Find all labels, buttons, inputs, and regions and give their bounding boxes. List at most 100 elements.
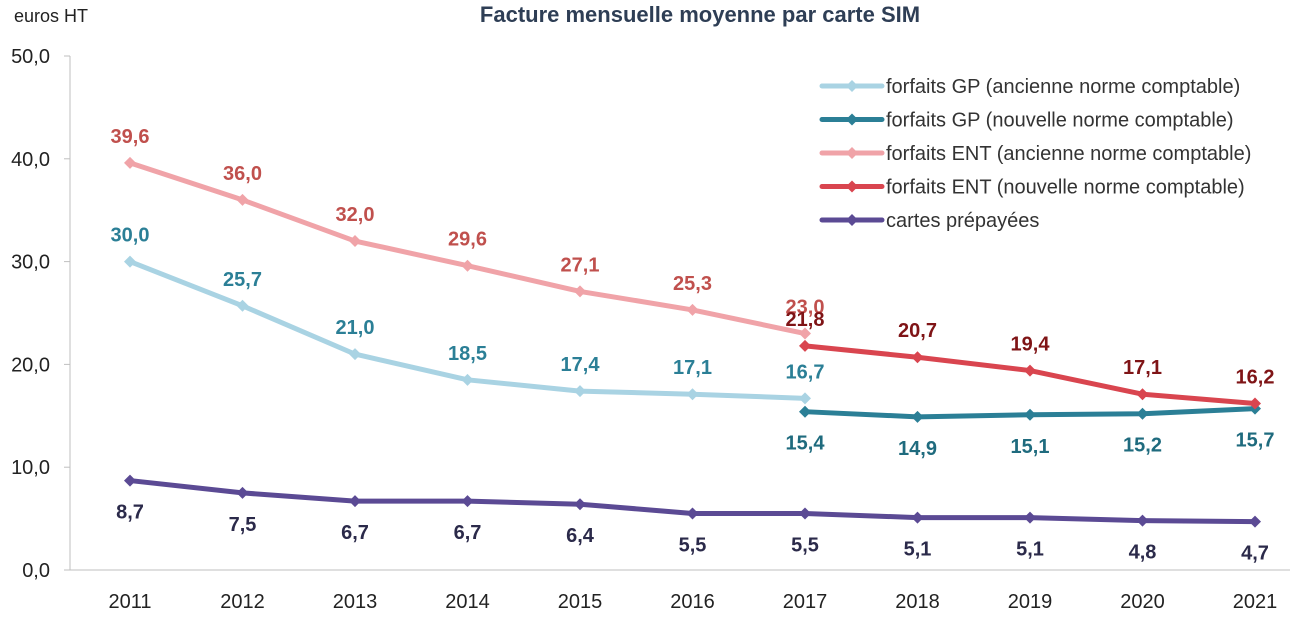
series-5 [124, 474, 1261, 528]
y-tick-label: 50,0 [11, 46, 50, 68]
data-label: 16,7 [786, 361, 825, 383]
x-tick-label: 2020 [1120, 591, 1165, 613]
x-tick-label: 2017 [783, 591, 828, 613]
data-point-marker [799, 339, 811, 352]
data-label: 4,8 [1129, 542, 1157, 564]
data-label: 5,1 [1016, 539, 1044, 561]
legend-item: cartes prépayées [819, 210, 1039, 232]
data-label: 17,1 [673, 357, 712, 379]
data-label: 25,7 [223, 269, 262, 291]
chart-title: Facture mensuelle moyenne par carte SIM [480, 2, 920, 27]
data-label: 6,4 [566, 525, 595, 547]
legend-item: forfaits ENT (nouvelle norme comptable) [819, 177, 1245, 199]
data-label: 5,1 [904, 539, 932, 561]
data-label: 5,5 [679, 534, 707, 556]
data-point-marker [799, 327, 811, 340]
legend-marker [846, 180, 858, 193]
legend-marker [846, 214, 858, 226]
series-1 [124, 255, 811, 405]
series-3 [124, 156, 811, 340]
data-point-marker [236, 193, 249, 206]
x-tick-label: 2021 [1233, 591, 1278, 613]
data-label: 15,1 [1011, 436, 1050, 458]
legend-label: forfaits ENT (ancienne norme comptable) [886, 143, 1251, 165]
data-point-marker [686, 388, 699, 401]
data-label: 20,7 [898, 320, 937, 342]
legend: forfaits GP (ancienne norme comptable) fo… [819, 76, 1251, 232]
data-point-marker [124, 474, 136, 487]
data-label: 7,5 [229, 514, 257, 536]
y-tick-label: 30,0 [11, 252, 50, 274]
data-point-marker [799, 507, 811, 520]
data-point-marker [1024, 511, 1036, 524]
data-label: 6,7 [454, 522, 482, 544]
x-tick-label: 2012 [220, 591, 265, 613]
data-label: 39,6 [111, 126, 150, 148]
data-point-marker [1136, 514, 1149, 527]
data-label: 6,7 [341, 522, 369, 544]
data-label: 23,0 [786, 297, 825, 319]
x-tick-label: 2014 [445, 591, 490, 613]
data-label: 8,7 [116, 502, 144, 524]
data-label: 4,7 [1241, 543, 1269, 565]
legend-item: forfaits ENT (ancienne norme comptable) [819, 143, 1251, 165]
y-axis-unit-label: euros HT [14, 6, 88, 26]
data-label: 15,4 [786, 433, 826, 455]
series-2 [799, 402, 1261, 423]
data-label: 27,1 [561, 254, 600, 276]
y-tick-label: 0,0 [22, 560, 50, 582]
data-point-marker [574, 385, 586, 398]
data-point-marker [1249, 515, 1261, 528]
data-point-marker [686, 303, 699, 316]
data-point-marker [1136, 388, 1149, 401]
data-label: 30,0 [111, 225, 150, 247]
axes: 0,0 10,0 20,0 30,0 40,0 50,0 2011 2012 2013 2014 2… [11, 46, 1290, 613]
data-point-marker [1024, 408, 1036, 421]
data-point-marker [911, 410, 924, 423]
data-label: 5,5 [791, 534, 819, 556]
data-point-marker [349, 348, 361, 361]
data-label: 15,2 [1123, 435, 1162, 457]
data-point-marker [236, 299, 249, 312]
data-point-marker [1136, 407, 1149, 420]
data-label: 36,0 [223, 163, 262, 185]
data-point-marker [349, 235, 361, 248]
data-label: 25,3 [673, 273, 712, 295]
x-tick-label: 2016 [670, 591, 715, 613]
legend-label: cartes prépayées [886, 210, 1039, 232]
data-label: 15,7 [1236, 430, 1275, 452]
series-4 [799, 339, 1261, 410]
data-point-marker [461, 373, 474, 386]
data-point-marker [911, 511, 924, 524]
data-label: 17,4 [561, 354, 601, 376]
y-tick-label: 10,0 [11, 457, 50, 479]
data-point-marker [461, 259, 474, 272]
data-point-marker [1249, 397, 1261, 410]
data-label: 19,4 [1011, 334, 1051, 356]
data-point-marker [574, 498, 586, 511]
legend-item: forfaits GP (ancienne norme comptable) [819, 76, 1240, 98]
legend-item: forfaits GP (nouvelle norme comptable) [819, 110, 1234, 132]
data-point-marker [1024, 364, 1036, 377]
data-label: 14,9 [898, 438, 937, 460]
data-point-marker [124, 156, 136, 169]
data-label: 17,1 [1123, 357, 1162, 379]
legend-marker [846, 113, 858, 126]
x-tick-label: 2011 [108, 591, 151, 613]
data-label: 29,6 [448, 229, 487, 251]
data-label: 16,2 [1236, 366, 1275, 388]
data-point-marker [574, 285, 586, 298]
series-layer [124, 156, 1261, 528]
legend-label: forfaits GP (nouvelle norme comptable) [886, 110, 1234, 132]
data-point-marker [236, 486, 249, 499]
legend-label: forfaits ENT (nouvelle norme comptable) [886, 177, 1245, 199]
data-point-marker [686, 507, 699, 520]
data-point-marker [124, 255, 136, 268]
x-tick-label: 2015 [558, 591, 603, 613]
y-tick-label: 40,0 [11, 149, 50, 171]
data-point-marker [799, 405, 811, 418]
legend-marker [846, 80, 858, 92]
x-tick-label: 2018 [895, 591, 940, 613]
